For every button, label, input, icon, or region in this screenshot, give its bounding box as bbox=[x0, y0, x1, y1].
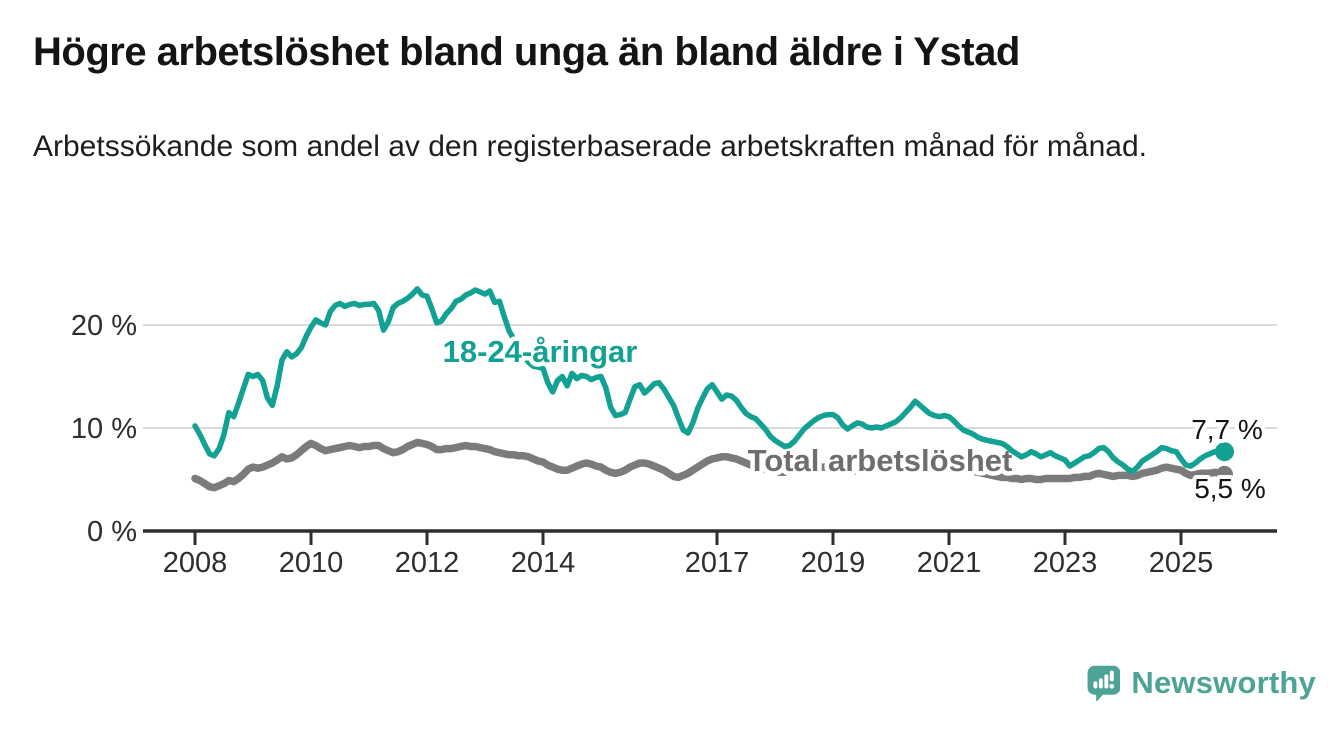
x-axis-label-2012: 2012 bbox=[395, 547, 460, 579]
youth-end-dot bbox=[1215, 442, 1234, 462]
x-axis-label-2010: 2010 bbox=[279, 547, 344, 579]
total-end-dot bbox=[1216, 465, 1233, 483]
x-axis-label-2021: 2021 bbox=[917, 547, 982, 579]
x-axis-label-2014: 2014 bbox=[511, 547, 576, 579]
x-axis-label-2025: 2025 bbox=[1149, 547, 1214, 579]
youth-end-value-label: 7,7 % bbox=[1191, 414, 1263, 445]
x-axis-label-2008: 2008 bbox=[163, 547, 228, 579]
newsworthy-logo-text: Newsworthy bbox=[1131, 665, 1316, 700]
y-axis-label-20: 20 % bbox=[71, 310, 137, 342]
y-axis-label-0: 0 % bbox=[87, 516, 137, 548]
total-end-value-label: 5,5 % bbox=[1194, 473, 1266, 504]
total-series-label: Total arbetslöshet bbox=[748, 443, 1013, 478]
y-axis-label-10: 10 % bbox=[71, 413, 137, 445]
page-title: Högre arbetslöshet bland unga än bland ä… bbox=[33, 30, 1020, 74]
chart-subtitle: Arbetssökande som andel av den registerb… bbox=[33, 130, 1147, 163]
x-axis-label-2019: 2019 bbox=[801, 547, 866, 579]
total-unemployment-line bbox=[191, 438, 1229, 492]
x-axis-label-2017: 2017 bbox=[685, 547, 750, 579]
newsworthy-logo: Newsworthy bbox=[1086, 660, 1316, 706]
x-axis-label-2023: 2023 bbox=[1033, 547, 1098, 579]
youth-series-label: 18-24-åringar bbox=[443, 334, 638, 369]
youth-line bbox=[192, 286, 1228, 475]
bar-chart-speech-bubble-icon bbox=[1087, 665, 1121, 702]
